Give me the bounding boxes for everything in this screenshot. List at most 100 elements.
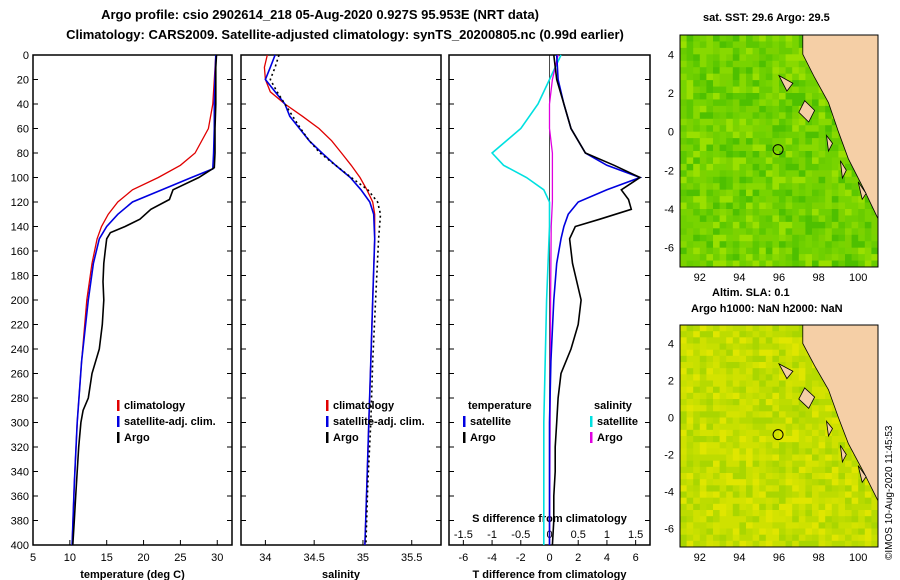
map-cell [779,67,786,75]
map-cell [772,176,780,184]
map-cell [759,163,767,171]
map-cell [680,485,687,492]
map-cell [713,73,720,81]
map-cell [699,176,707,184]
map-cell [798,528,806,536]
map-cell [812,196,819,203]
map-cell [765,54,773,62]
map-cell [818,436,826,443]
map-cell [739,35,747,42]
map-cell [739,454,747,462]
map-cell [818,163,826,171]
map-cell [812,183,819,191]
map-cell [765,417,773,425]
map-cell [693,392,701,400]
map-cell [812,118,819,126]
map-cell [686,157,694,165]
map-cell [759,35,767,42]
map-cell [752,466,760,474]
map-cell [706,343,714,351]
map-cell [864,516,872,523]
map-cell [746,260,753,268]
map-cell [706,368,714,375]
map-cell [798,473,806,480]
map-cell [719,144,727,152]
map-cell [746,221,753,229]
map-cell [792,125,800,133]
map-cell [726,454,734,462]
map-cell [719,234,727,242]
map-cell [812,380,819,388]
map-cell [726,362,734,369]
map-cell [792,35,800,42]
map-cell [831,163,839,171]
map-cell [739,392,747,400]
map-cell [719,497,727,505]
map-cell [693,423,701,431]
map-cell [798,417,806,425]
map-cell [713,460,720,468]
map-cell [785,479,793,486]
map-cell [785,138,793,145]
map-cell [726,209,734,216]
map-cell [693,118,701,126]
map-cell [831,215,839,223]
map-cell [759,534,767,542]
map-cell [785,228,793,236]
x-axis-label: T difference from climatology [472,569,627,580]
map-cell [746,73,753,81]
map-cell [719,386,727,394]
map-cell [686,392,694,400]
map-cell [680,221,687,229]
map-cell [713,241,720,249]
map-cell [831,196,839,203]
map-cell [699,228,707,236]
map-cell [831,170,839,178]
map-cell [772,105,780,113]
map-cell [798,176,806,184]
map-cell [752,448,760,455]
map-cell [686,436,694,443]
map-cell [765,362,773,369]
map-cell [765,405,773,412]
map-cell [871,228,879,236]
island [857,181,867,201]
map-cell [831,241,839,249]
map-cell [752,196,760,203]
map-cell [746,522,753,529]
map-cell [792,343,800,351]
map-cell [693,241,701,249]
map-cell [792,411,800,418]
map-cell [851,479,859,486]
map-cell [792,215,800,223]
map-cell [726,41,734,49]
map-cell [699,105,707,113]
map-cell [746,343,753,351]
map-cell [831,131,839,139]
map-cell [693,491,701,499]
map-cell [825,454,833,462]
map-cell [798,234,806,242]
map-cell [845,442,852,449]
map-cell [779,479,786,486]
map-cell [838,209,846,216]
map-cell [785,260,793,268]
map-cell [680,331,687,338]
map-cell [798,454,806,462]
map-cell [706,485,714,492]
map-cell [726,60,734,68]
map-cell [732,510,740,517]
map-cell [726,522,734,529]
map-cell [686,54,694,62]
map-cell [765,93,773,100]
map-cell [726,73,734,81]
map-cell [699,241,707,249]
map-cell [838,491,846,499]
map-cell [845,540,852,548]
map-cell [726,374,734,381]
map-cell [726,491,734,499]
map-cell [752,241,760,249]
map-cell [732,325,740,332]
map-cell [719,491,727,499]
map-cell [785,183,793,191]
